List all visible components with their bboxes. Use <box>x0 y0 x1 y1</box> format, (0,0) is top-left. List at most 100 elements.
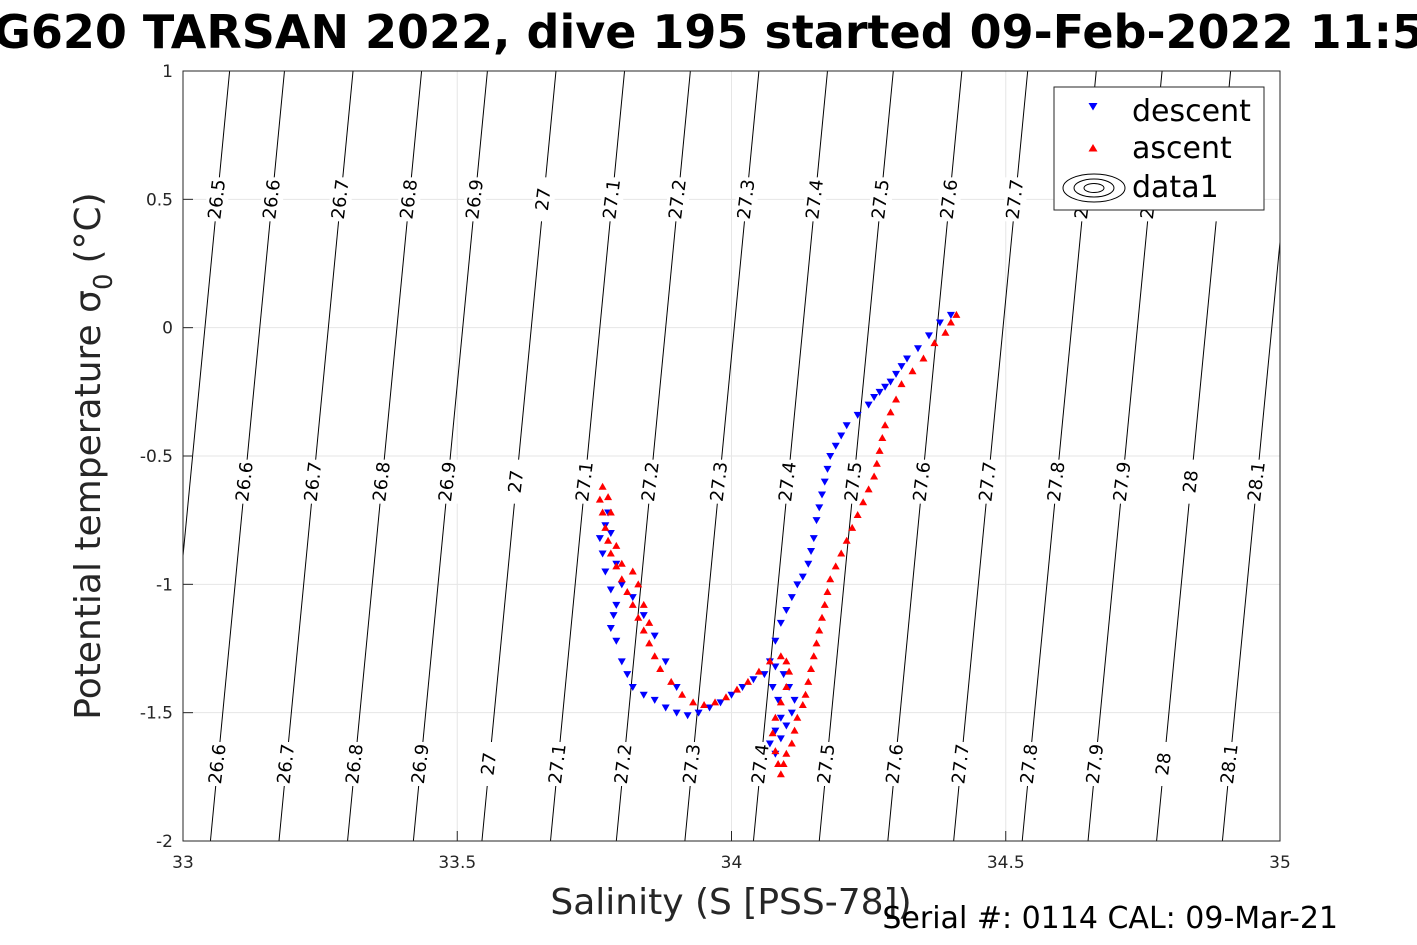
ascent-point <box>946 318 955 326</box>
density-contour-label-bg <box>302 459 325 504</box>
density-contour-label: 26.9 <box>435 460 461 502</box>
density-contour-label-bg <box>1180 459 1203 504</box>
descent-point <box>716 699 725 707</box>
ascent-point <box>815 626 824 634</box>
y-tick-label: -1 <box>156 575 173 595</box>
density-contour-label: 26.6 <box>205 743 231 785</box>
density-contour-label: 27 <box>505 469 529 494</box>
ascent-point <box>754 667 763 675</box>
descent-point <box>823 465 832 473</box>
descent-point <box>779 671 788 679</box>
density-contour-label: 26.7 <box>328 178 354 220</box>
density-contour-label: 27.7 <box>975 460 1001 502</box>
descent-point <box>694 709 703 717</box>
descent-point <box>661 658 670 666</box>
density-contour-label-bg <box>398 177 421 222</box>
ascent-point <box>941 328 950 336</box>
ascent-point <box>782 683 791 690</box>
ascent-point <box>645 618 654 626</box>
density-contour-label: 27.4 <box>802 178 828 220</box>
chart-title: SG620 TARSAN 2022, dive 195 started 09-F… <box>0 5 1417 59</box>
y-axis-label-unit: (°C) <box>68 192 109 263</box>
descent-point <box>924 332 933 340</box>
density-contour-label: 26.7 <box>274 743 300 785</box>
descent-point <box>820 478 829 486</box>
descent-point <box>598 550 607 558</box>
descent-point <box>809 535 818 543</box>
density-contour-label: 27.2 <box>638 460 664 502</box>
ascent-point <box>818 613 827 621</box>
y-tick-label: 0.5 <box>146 190 173 210</box>
descent-point <box>606 530 615 537</box>
density-contour-label-bg <box>1018 742 1041 786</box>
descent-point <box>639 612 648 620</box>
descent-point <box>776 619 785 627</box>
density-contour-label-bg <box>436 459 459 504</box>
descent-point <box>798 573 807 581</box>
y-tick-label: -0.5 <box>140 447 173 467</box>
descent-point <box>935 319 944 327</box>
density-contour-label-bg <box>639 459 662 504</box>
density-contour-label: 26.5 <box>204 178 230 220</box>
descent-point <box>870 393 879 401</box>
descent-series <box>595 311 955 758</box>
ascent-point <box>837 549 846 557</box>
ascent-point <box>628 600 637 608</box>
density-contour-label: 27.5 <box>868 178 894 220</box>
density-contour-label: 26.9 <box>408 743 434 785</box>
density-contour-label-bg <box>505 459 528 504</box>
descent-point <box>815 504 824 512</box>
ascent-point <box>842 536 851 544</box>
density-contour-label-bg <box>815 742 838 786</box>
descent-point <box>787 594 796 602</box>
density-contour-label: 27.3 <box>734 178 760 220</box>
descent-point <box>807 547 816 555</box>
descent-point <box>612 601 621 609</box>
density-contour-label-bg <box>343 742 366 786</box>
ascent-point <box>604 493 613 501</box>
ascent-point <box>776 652 785 660</box>
density-contour-label-bg <box>532 177 555 222</box>
ascent-point <box>700 700 709 708</box>
descent-point <box>897 363 906 371</box>
descent-point <box>650 696 659 704</box>
legend-descent-marker <box>1088 103 1098 111</box>
density-contour-label-bg <box>911 459 934 504</box>
descent-point <box>842 422 851 430</box>
ascent-point <box>617 575 626 583</box>
ascent-point <box>793 713 802 721</box>
density-contour-label-bg <box>950 742 973 786</box>
density-contour-label-bg <box>206 742 229 786</box>
ascent-point <box>930 339 939 347</box>
descent-point <box>776 714 785 722</box>
ascent-point <box>798 700 807 708</box>
x-tick-label: 35 <box>1269 853 1291 873</box>
ascent-point <box>831 562 840 570</box>
density-contour-label-bg <box>749 742 772 786</box>
density-contour-label-bg <box>206 177 229 222</box>
density-contour-line <box>1221 236 1280 841</box>
descent-point <box>683 712 692 720</box>
descent-point <box>782 607 791 614</box>
descent-point <box>617 581 626 589</box>
density-contour-label-bg <box>938 177 961 222</box>
descent-point <box>790 696 799 704</box>
density-contour-label: 26.7 <box>301 460 327 502</box>
density-contour-label: 27.5 <box>841 460 867 502</box>
descent-point <box>672 709 681 717</box>
ascent-point <box>595 495 604 503</box>
ascent-point <box>908 367 917 375</box>
density-contour-label: 27.5 <box>814 743 840 785</box>
ascent-point <box>952 310 961 318</box>
ascent-point <box>732 685 741 693</box>
y-axis-label-subscript: 0 <box>89 273 119 290</box>
legend-box <box>1053 86 1265 211</box>
descent-point <box>738 684 747 691</box>
density-contour-label: 27.6 <box>882 743 908 785</box>
legend-ascent-marker <box>1088 144 1098 152</box>
descent-point <box>771 663 780 671</box>
ascent-point <box>864 485 873 493</box>
density-contour-label-bg <box>1045 459 1068 504</box>
ascent-point <box>776 770 785 778</box>
ascent-point <box>881 421 890 429</box>
